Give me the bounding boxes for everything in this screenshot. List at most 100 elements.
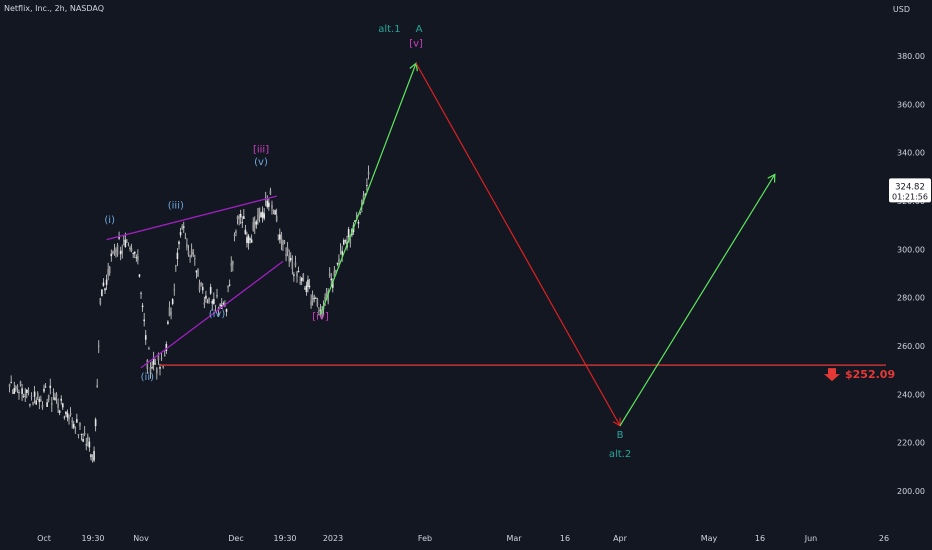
price-candle-body [101, 289, 103, 297]
price-candle-body [324, 296, 326, 301]
price-candle-body [157, 353, 160, 361]
price-candle-body [280, 235, 283, 244]
price-candle-body [266, 200, 269, 208]
x-tick-label: 26 [879, 534, 889, 543]
price-candle-body [367, 172, 370, 175]
price-candle-body [165, 344, 168, 351]
x-tick-label: 2023 [323, 534, 343, 543]
price-candle-body [29, 404, 31, 406]
support-level-label: $252.09 [845, 368, 895, 381]
price-candle-body [213, 299, 215, 304]
price-candle-body [304, 288, 306, 290]
x-tick-label: Nov [133, 534, 149, 543]
wedge-trend-line[interactable] [106, 195, 277, 241]
price-candle-body [255, 221, 258, 225]
wave-label: (i) [104, 215, 115, 226]
price-candle-body [186, 244, 188, 248]
price-candle-body [68, 417, 70, 420]
price-candle-body [107, 269, 109, 276]
price-candle-body [227, 285, 229, 288]
price-candle-body [40, 399, 42, 402]
price-candle-body [222, 303, 225, 305]
price-candle-body [32, 402, 34, 405]
price-candle-body [299, 282, 301, 284]
price-candle-body [302, 273, 305, 281]
price-candle-body [269, 190, 272, 195]
price-candle-body [271, 204, 273, 209]
price-candle-body [141, 305, 144, 308]
last-price-box [889, 178, 931, 203]
price-candle-body [268, 202, 270, 207]
y-tick-label: 300.00 [897, 245, 925, 254]
price-candle-body [162, 365, 164, 368]
projection-wave-c-up[interactable] [619, 173, 776, 427]
price-candle-body [253, 221, 256, 228]
price-candle-body [331, 280, 334, 288]
projection-wave-b-down[interactable] [415, 62, 621, 427]
y-tick-label: 260.00 [897, 342, 925, 351]
price-candle-body [194, 258, 196, 259]
x-tick-label: 16 [560, 534, 570, 543]
price-candle-body [342, 240, 345, 245]
price-candle-body [294, 262, 297, 266]
price-candle-body [257, 214, 259, 221]
price-candle-body [154, 363, 157, 365]
price-candle-body [328, 273, 331, 277]
price-candle-body [344, 240, 347, 242]
price-candle-body [184, 237, 187, 239]
price-candle-body [163, 355, 166, 357]
price-candle-body [211, 301, 214, 304]
price-candle-body [116, 245, 119, 255]
price-candle-body [357, 221, 360, 224]
price-candle-body [206, 301, 209, 303]
price-candle-body [311, 295, 314, 302]
price-candle-body [241, 222, 244, 223]
price-candle-body [252, 222, 255, 231]
price-candle-body [94, 419, 97, 427]
price-candle-body [296, 272, 298, 277]
price-candle-body [175, 265, 177, 267]
price-candle-body [168, 307, 171, 316]
price-candle-body [316, 298, 319, 306]
price-candle-body [63, 416, 66, 418]
price-candle-body [30, 396, 33, 397]
price-candle-body [112, 252, 114, 254]
price-candle-body [359, 212, 361, 213]
price-candle-body [297, 270, 300, 273]
y-tick-label: 220.00 [897, 439, 925, 448]
price-candle-body [238, 216, 240, 220]
price-candle-body [239, 213, 242, 218]
price-candle-body [230, 263, 233, 266]
price-candle-body [205, 295, 207, 299]
projection-wave-v-up[interactable] [319, 62, 418, 315]
price-candle-body [263, 213, 265, 219]
price-candle-body [330, 278, 333, 281]
price-candle-body [361, 199, 363, 206]
price-candle-body [33, 391, 36, 397]
price-candle-body [24, 393, 27, 397]
price-candle-body [88, 441, 91, 448]
price-candle-body [305, 285, 308, 292]
price-candle-body [135, 257, 138, 259]
price-candle-body [335, 269, 337, 271]
price-candle-body [148, 348, 150, 350]
last-price-value: 324.82 [895, 182, 925, 192]
price-candle-body [119, 250, 122, 255]
price-candle-body [339, 249, 342, 251]
price-candle-body [19, 381, 22, 386]
price-candle-body [274, 210, 276, 215]
price-candle-body [170, 311, 172, 315]
price-candle-body [91, 457, 94, 461]
price-candle-body [79, 422, 81, 427]
price-candle-body [291, 262, 294, 269]
price-candle-body [10, 381, 12, 383]
price-candle-body [208, 297, 210, 303]
price-candle-body [85, 444, 88, 446]
price-candle-body [219, 304, 221, 306]
price-candle-body [149, 367, 152, 372]
wedge-trend-line[interactable] [140, 260, 284, 369]
price-candle-body [121, 250, 124, 254]
chart-header: Netflix, Inc., 2h, NASDAQ [4, 4, 105, 13]
price-candle-body [21, 388, 23, 394]
